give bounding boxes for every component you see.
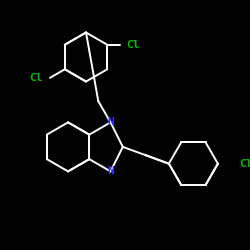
Text: Cl: Cl xyxy=(30,73,43,83)
Text: Cl: Cl xyxy=(240,159,250,169)
Text: N: N xyxy=(107,166,114,176)
Text: N: N xyxy=(107,117,114,127)
Text: Cl: Cl xyxy=(126,40,140,50)
